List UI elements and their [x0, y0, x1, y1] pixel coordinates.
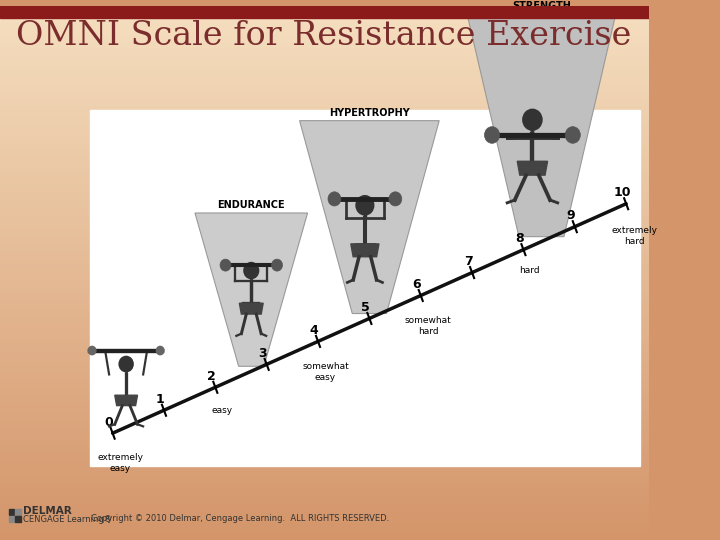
- Circle shape: [89, 346, 96, 355]
- Polygon shape: [300, 120, 439, 314]
- Text: 0: 0: [104, 416, 113, 429]
- Bar: [90, 110, 639, 466]
- Polygon shape: [517, 161, 547, 175]
- Bar: [15, 509, 21, 515]
- Circle shape: [156, 346, 164, 355]
- Circle shape: [485, 127, 500, 143]
- Polygon shape: [114, 395, 138, 406]
- Circle shape: [244, 263, 258, 278]
- Circle shape: [389, 192, 402, 206]
- Text: 2: 2: [207, 370, 215, 383]
- Text: 7: 7: [464, 255, 472, 268]
- Circle shape: [328, 192, 341, 206]
- Polygon shape: [467, 14, 616, 237]
- Text: 10: 10: [613, 186, 631, 199]
- Text: somewhat
hard: somewhat hard: [405, 316, 451, 336]
- Text: CENGAGE Learning®: CENGAGE Learning®: [24, 515, 112, 524]
- Circle shape: [565, 127, 580, 143]
- Text: easy: easy: [212, 406, 233, 415]
- Text: hard: hard: [519, 266, 540, 275]
- Text: 1: 1: [156, 393, 164, 406]
- Circle shape: [220, 259, 231, 271]
- Text: 5: 5: [361, 301, 369, 314]
- Text: ENDURANCE: ENDURANCE: [217, 200, 285, 210]
- Text: STRENGTH: STRENGTH: [512, 1, 571, 11]
- Circle shape: [523, 110, 541, 130]
- Text: 4: 4: [310, 324, 318, 337]
- Text: 9: 9: [567, 209, 575, 222]
- Text: extremely
easy: extremely easy: [97, 454, 143, 474]
- Bar: [0, 6, 649, 18]
- Bar: [9, 509, 14, 515]
- Bar: [9, 516, 14, 522]
- Polygon shape: [195, 213, 307, 366]
- Bar: [15, 516, 21, 522]
- Polygon shape: [351, 244, 379, 256]
- Text: HYPERTROPHY: HYPERTROPHY: [329, 107, 410, 118]
- Text: DELMAR: DELMAR: [24, 507, 72, 516]
- Circle shape: [271, 259, 282, 271]
- Text: somewhat
easy: somewhat easy: [302, 362, 349, 382]
- Text: 8: 8: [515, 232, 523, 245]
- Text: 3: 3: [258, 347, 267, 360]
- Text: Copyright © 2010 Delmar, Cengage Learning.  ALL RIGHTS RESERVED.: Copyright © 2010 Delmar, Cengage Learnin…: [91, 514, 390, 523]
- Text: 6: 6: [413, 278, 421, 291]
- Circle shape: [356, 197, 373, 214]
- Text: OMNI Scale for Resistance Exercise: OMNI Scale for Resistance Exercise: [17, 19, 631, 52]
- Polygon shape: [239, 303, 264, 314]
- Text: extremely
hard: extremely hard: [611, 226, 657, 246]
- Circle shape: [120, 357, 132, 372]
